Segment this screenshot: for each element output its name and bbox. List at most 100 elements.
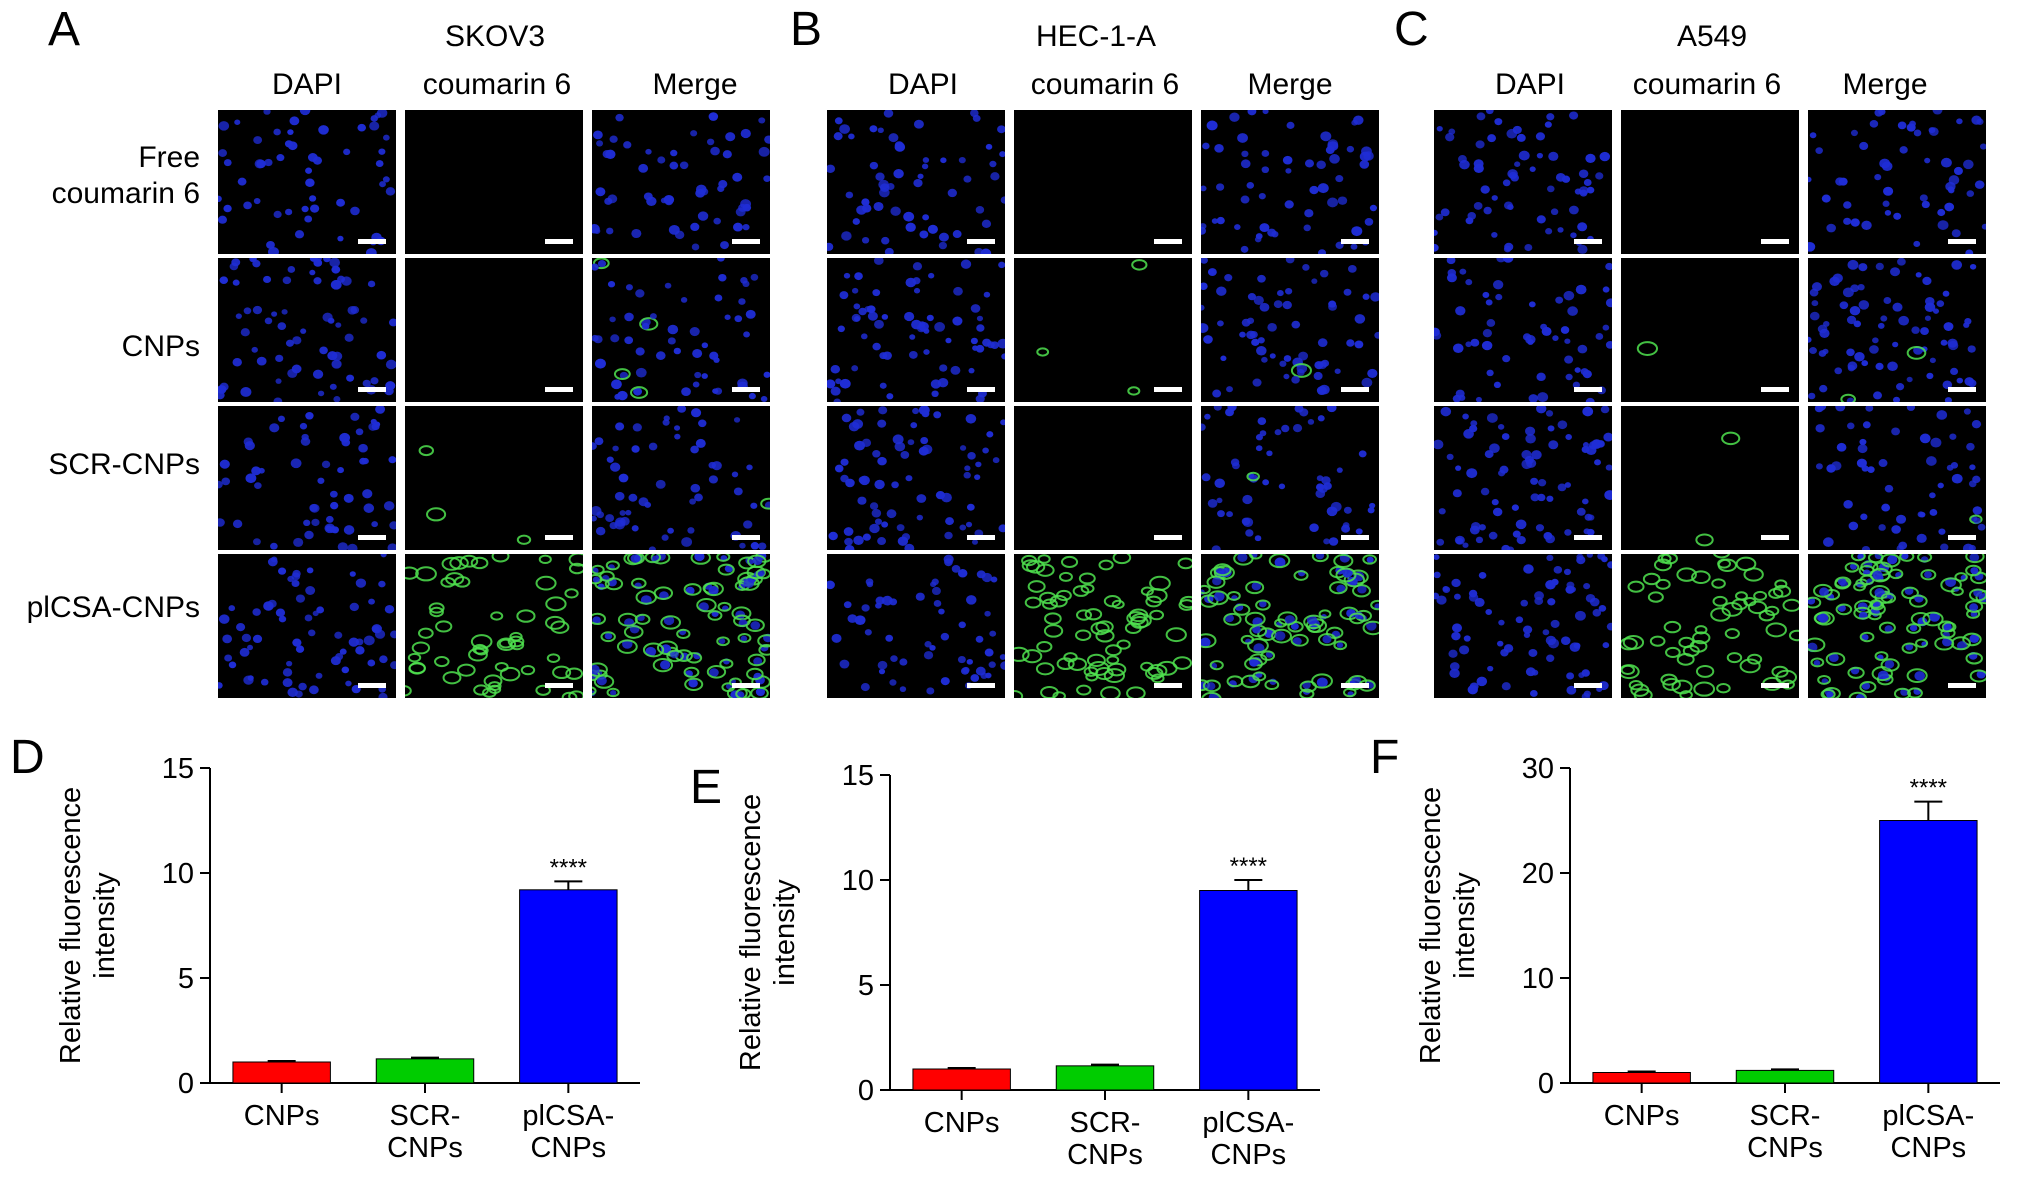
scale-bar — [1761, 239, 1789, 244]
panel-b-col-coumarin: coumarin 6 — [1030, 68, 1180, 101]
panel-b-col-dapi: DAPI — [887, 68, 959, 101]
scale-bar — [1948, 683, 1976, 688]
micrograph-image — [1201, 554, 1379, 698]
micrograph-image — [1434, 406, 1612, 550]
micrograph-a549-merge-row2 — [1808, 258, 1986, 402]
micrograph-image — [1014, 110, 1192, 254]
panel-b-title: HEC-1-A — [1035, 20, 1156, 53]
micrograph-hec-1-a-coumarin-row2 — [1014, 258, 1192, 402]
panel-c-col-dapi: DAPI — [1494, 68, 1566, 101]
micrograph-image — [218, 258, 396, 402]
micrograph-a549-coumarin-row2 — [1621, 258, 1799, 402]
y-tick-label: 0 — [1538, 1068, 1554, 1100]
y-tick-label: 5 — [178, 963, 194, 995]
panel-c-col-merge: Merge — [1842, 68, 1928, 101]
micrograph-skov3-coumarin-row3 — [405, 406, 583, 550]
scale-bar — [1154, 535, 1182, 540]
micrograph-skov3-coumarin-row4 — [405, 554, 583, 698]
micrograph-skov3-dapi-row4 — [218, 554, 396, 698]
scale-bar — [1154, 387, 1182, 392]
y-tick-label: 10 — [1522, 963, 1554, 995]
scale-bar — [545, 535, 573, 540]
y-tick-label: 20 — [1522, 858, 1554, 890]
micrograph-a549-coumarin-row4 — [1621, 554, 1799, 698]
bar-0 — [1592, 1072, 1691, 1084]
micrograph-image — [592, 112, 770, 251]
y-tick-label: 10 — [842, 865, 874, 897]
bar-0 — [232, 1061, 331, 1084]
panel-a-title: SKOV3 — [444, 20, 546, 53]
micrograph-skov3-dapi-row2 — [218, 258, 396, 402]
micrograph-skov3-merge-row3 — [592, 406, 770, 550]
micrograph-a549-merge-row4 — [1808, 554, 1986, 698]
micrograph-image — [218, 406, 396, 550]
micrograph-skov3-merge-row4 — [592, 554, 770, 698]
scale-bar — [1761, 387, 1789, 392]
micrograph-image — [827, 554, 1005, 695]
x-tick-label: plCSA-CNPs — [522, 1100, 614, 1164]
scale-bar — [545, 239, 573, 244]
micrograph-hec-1-a-merge-row3 — [1201, 406, 1379, 550]
micrograph-image — [1014, 406, 1192, 550]
scale-bar — [1341, 239, 1369, 244]
scale-bar — [1948, 535, 1976, 540]
panel-letter-e: E — [690, 761, 723, 814]
micrograph-a549-dapi-row1 — [1434, 110, 1612, 254]
panel-letter-a: A — [48, 3, 81, 56]
x-tick-label: SCR-CNPs — [387, 1100, 463, 1164]
bar-2 — [1199, 890, 1298, 1091]
scale-bar — [358, 535, 386, 540]
micrograph-hec-1-a-dapi-row3 — [827, 406, 1005, 550]
micrograph-skov3-dapi-row1 — [218, 110, 396, 254]
micrograph-skov3-merge-row2 — [592, 258, 770, 402]
y-tick-label: 15 — [842, 760, 874, 792]
x-tick-label: SCR-CNPs — [1067, 1107, 1143, 1171]
micrograph-image — [1808, 258, 1977, 402]
scale-bar — [358, 387, 386, 392]
scale-bar — [732, 239, 760, 244]
y-tick-label: 0 — [178, 1068, 194, 1100]
x-tick-label: SCR-CNPs — [1747, 1100, 1823, 1164]
panel-b-col-merge: Merge — [1247, 68, 1333, 101]
micrograph-hec-1-a-merge-row4 — [1201, 554, 1379, 698]
panel-letter-c: C — [1394, 3, 1429, 56]
x-tick-label: CNPs — [244, 1100, 320, 1132]
bar-1 — [1055, 1065, 1155, 1091]
micrograph-skov3-coumarin-row1 — [405, 110, 583, 254]
micrograph-image — [827, 258, 1005, 402]
y-tick-label: 30 — [1522, 753, 1554, 785]
panel-a-col-merge: Merge — [652, 68, 738, 101]
micrograph-a549-merge-row1 — [1808, 110, 1986, 254]
scale-bar — [967, 239, 995, 244]
scale-bar — [1574, 683, 1602, 688]
chart-f: 0 10 20 30 Relative fluorescenceintensity CNP… — [1360, 753, 2032, 1187]
micrograph-image — [592, 406, 770, 550]
scale-bar — [1574, 535, 1602, 540]
scale-bar — [1761, 683, 1789, 688]
scale-bar — [1948, 239, 1976, 244]
micrograph-image — [1621, 110, 1799, 254]
scale-bar — [1341, 683, 1369, 688]
micrograph-hec-1-a-coumarin-row3 — [1014, 406, 1192, 550]
panel-c-title: A549 — [1676, 20, 1748, 53]
scale-bar — [1341, 387, 1369, 392]
micrograph-image — [418, 445, 532, 545]
micrograph-image — [828, 406, 1005, 550]
panel-letter-d: D — [10, 731, 45, 784]
x-tick-label: plCSA-CNPs — [1882, 1100, 1974, 1164]
micrograph-image — [827, 110, 1005, 254]
scale-bar — [967, 535, 995, 540]
chart-e: 0 5 10 15 Relative fluorescenceintensity CNPs… — [680, 760, 1360, 1187]
row-label-cnps: CNPs — [121, 330, 200, 363]
scale-bar — [545, 387, 573, 392]
scale-bar — [1154, 239, 1182, 244]
scale-bar — [1948, 387, 1976, 392]
scale-bar — [1761, 535, 1789, 540]
micrograph-a549-coumarin-row1 — [1621, 110, 1799, 254]
micrograph-hec-1-a-merge-row1 — [1201, 110, 1379, 254]
scale-bar — [1341, 535, 1369, 540]
micrograph-image — [1201, 258, 1379, 398]
row-label-plcsa-cnps: plCSA-CNPs — [26, 591, 200, 624]
scale-bar — [1154, 683, 1182, 688]
micrograph-image — [592, 258, 770, 402]
